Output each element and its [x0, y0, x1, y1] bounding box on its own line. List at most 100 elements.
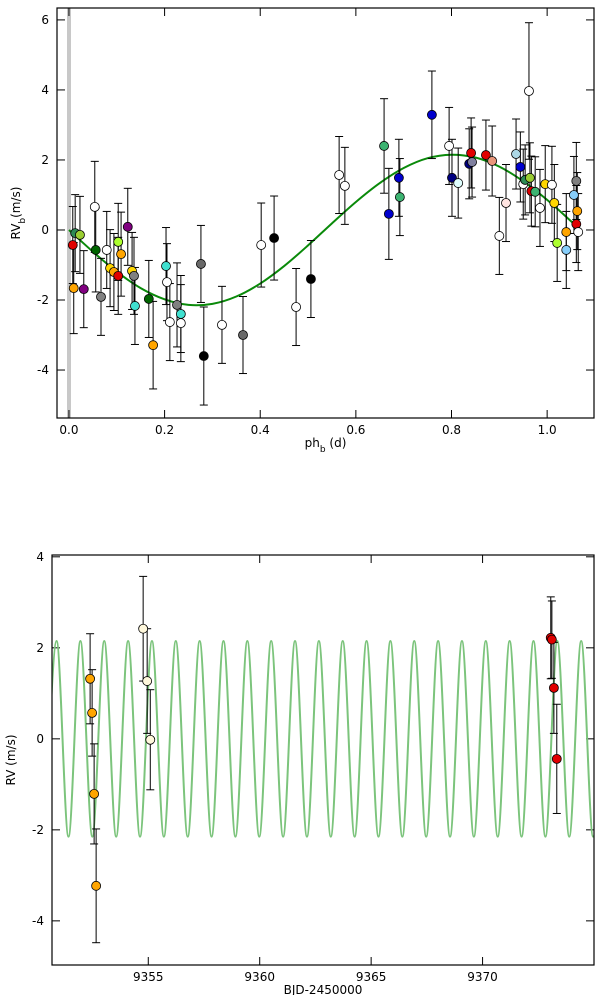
data-point	[501, 198, 511, 208]
data-point	[113, 270, 124, 281]
y-tick-label: 2	[36, 641, 44, 655]
data-point	[67, 240, 78, 250]
data-point	[101, 245, 112, 255]
data-point	[383, 208, 394, 219]
data-point	[487, 156, 498, 166]
y-tick-label: 4	[41, 83, 49, 97]
data-point	[130, 301, 140, 311]
data-point	[96, 291, 106, 302]
data-point	[89, 201, 100, 212]
y-tick-label: -4	[37, 363, 49, 377]
data-point	[467, 157, 477, 167]
data-point	[551, 753, 562, 764]
phase-zero-band	[67, 8, 71, 418]
data-point	[572, 206, 583, 216]
data-point	[548, 682, 559, 693]
data-point	[394, 172, 404, 183]
data-point	[306, 274, 316, 284]
y-tick-label: -2	[32, 823, 44, 837]
data-point	[87, 708, 98, 718]
x-tick-label: 0.8	[442, 423, 461, 437]
model-curve	[52, 640, 594, 838]
data-point	[379, 141, 389, 151]
data-point	[145, 734, 156, 745]
label-main: ph	[305, 436, 320, 450]
data-point	[466, 148, 477, 158]
data-point	[339, 180, 350, 191]
model-curve	[68, 153, 582, 307]
label-rest: (d)	[326, 436, 347, 450]
data-point	[394, 192, 405, 202]
data-point	[129, 270, 139, 281]
data-point	[525, 172, 535, 183]
data-point	[138, 623, 149, 634]
x-tick-label: 9355	[133, 970, 164, 984]
data-point	[552, 238, 563, 248]
y-tick-label: 2	[41, 153, 49, 167]
data-point	[161, 261, 171, 271]
data-point	[515, 162, 526, 172]
data-point	[426, 109, 437, 120]
y-tick-label: 6	[41, 13, 49, 27]
label-sub: b	[18, 218, 28, 224]
data-point	[524, 86, 534, 96]
x-tick-label: 0.6	[346, 423, 365, 437]
data-point	[162, 277, 172, 288]
data-point	[196, 259, 206, 269]
data-point	[549, 198, 560, 208]
x-tick-label: 1.0	[538, 423, 557, 437]
data-point	[85, 673, 96, 684]
data-point	[561, 227, 572, 237]
data-point	[78, 284, 89, 295]
x-tick-label: 0.2	[155, 423, 174, 437]
axes	[57, 8, 594, 418]
data-point	[547, 179, 557, 190]
data-point	[217, 319, 227, 330]
x-tick-label: 9365	[356, 970, 387, 984]
axis-label: BJD-2450000	[284, 983, 363, 995]
plot-frame	[51, 554, 595, 966]
data-point	[238, 330, 248, 340]
data-point	[122, 221, 133, 232]
axis-label: RV (m/s)	[4, 734, 18, 785]
data-point	[573, 227, 584, 237]
data-point	[75, 229, 85, 240]
label-rest: (m/s)	[9, 187, 23, 218]
data-point	[142, 676, 153, 686]
data-point	[198, 351, 209, 361]
data-point	[530, 186, 541, 197]
data-point	[535, 203, 545, 213]
x-tick-label: 0.0	[59, 423, 78, 437]
x-tick-label: 9360	[244, 970, 275, 984]
y-tick-label: -4	[32, 914, 44, 928]
data-point	[511, 149, 521, 159]
data-point	[116, 249, 126, 260]
data-point	[113, 236, 124, 247]
data-point	[334, 170, 345, 180]
label-main: RV	[9, 223, 23, 240]
y-tick-label: 0	[36, 732, 44, 746]
data-point	[571, 219, 582, 229]
data-point	[256, 240, 267, 250]
data-point	[175, 318, 186, 329]
data-point	[90, 245, 101, 255]
data-point	[494, 231, 505, 241]
data-point	[546, 634, 557, 645]
data-point	[453, 178, 464, 188]
data-point	[143, 294, 154, 304]
data-point	[172, 300, 182, 310]
data-point	[164, 317, 175, 327]
data-point	[571, 176, 582, 186]
plot-frame	[56, 7, 595, 419]
data-point	[91, 880, 102, 891]
axis-label: RVb(m/s)	[9, 187, 28, 240]
y-tick-label: 4	[36, 550, 44, 564]
data-point	[291, 302, 301, 312]
data-point	[269, 233, 279, 243]
label-sub: b	[320, 445, 326, 455]
axis-label: phb (d)	[305, 436, 347, 455]
data-point	[561, 245, 572, 255]
axes	[52, 555, 594, 965]
